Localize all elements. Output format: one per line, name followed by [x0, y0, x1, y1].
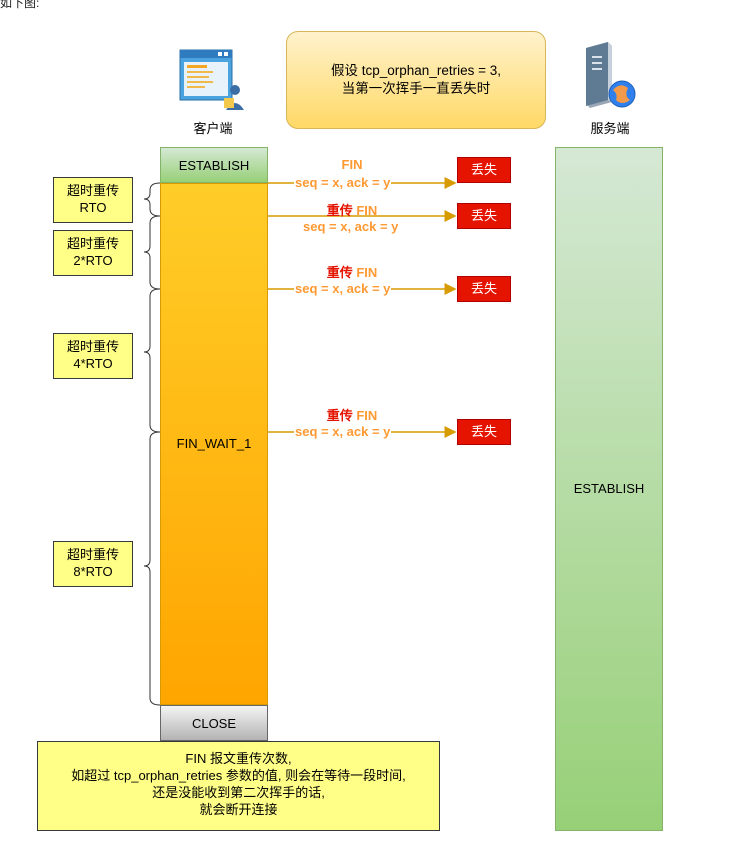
- timeout-label: 超时重传: [66, 547, 119, 562]
- assumption-note-line1: 假设 tcp_orphan_retries = 3,: [331, 63, 501, 78]
- server-label: 服务端: [590, 121, 630, 136]
- timeout-box-4rto: 超时重传 4*RTO: [53, 333, 133, 379]
- message-title-3: 重传 FIN: [272, 262, 432, 281]
- message-prefix: 重传: [326, 203, 357, 218]
- brace-4rto: [143, 288, 161, 433]
- lost-badge-2: 丢失: [457, 203, 511, 229]
- timeout-value: 2*RTO: [73, 253, 113, 268]
- brace-2rto: [143, 215, 161, 290]
- message-title-2: 重传 FIN: [272, 200, 432, 219]
- client-state-establish: ESTABLISH: [160, 147, 268, 183]
- lost-badge-3: 丢失: [457, 276, 511, 302]
- server-establish-label: ESTABLISH: [573, 481, 645, 496]
- message-name: FIN: [341, 157, 363, 172]
- timeout-label: 超时重传: [66, 339, 119, 354]
- message-name: FIN: [356, 203, 378, 218]
- note-line-2: 如超过 tcp_orphan_retries 参数的值, 则会在等待一段时间,: [71, 768, 406, 783]
- brace-rto: [143, 182, 161, 217]
- fin-wait-label: FIN_WAIT_1: [176, 436, 252, 451]
- timeout-value: 8*RTO: [73, 564, 113, 579]
- message-prefix: 重传: [326, 408, 357, 423]
- client-label: 客户端: [193, 121, 233, 136]
- timeout-label: 超时重传: [66, 236, 119, 251]
- timeout-value: RTO: [79, 200, 107, 215]
- message-prefix: 重传: [326, 265, 357, 280]
- client-computer-icon: [178, 46, 248, 110]
- server-state-establish: ESTABLISH: [555, 147, 663, 831]
- note-line-4: 就会断开连接: [199, 802, 278, 817]
- note-line-1: FIN 报文重传次数,: [185, 751, 292, 766]
- lost-badge-4: 丢失: [457, 419, 511, 445]
- timeout-value: 4*RTO: [73, 356, 113, 371]
- page-caption: 如下图:: [0, 0, 40, 10]
- note-line-3: 还是没能收到第二次挥手的话,: [152, 785, 325, 800]
- message-name: FIN: [356, 408, 378, 423]
- timeout-box-rto: 超时重传 RTO: [53, 177, 133, 223]
- message-seq-4: seq = x, ack = y: [294, 424, 392, 439]
- server-icon: [578, 40, 640, 110]
- message-seq-2: seq = x, ack = y: [302, 219, 400, 234]
- message-seq-1: seq = x, ack = y: [294, 175, 392, 190]
- assumption-note-line2: 当第一次挥手一直丢失时: [341, 81, 491, 96]
- lost-badge-1: 丢失: [457, 157, 511, 183]
- timeout-box-2rto: 超时重传 2*RTO: [53, 230, 133, 276]
- timeout-label: 超时重传: [66, 183, 119, 198]
- retry-explanation-note: FIN 报文重传次数, 如超过 tcp_orphan_retries 参数的值,…: [37, 741, 440, 831]
- message-seq-3: seq = x, ack = y: [294, 281, 392, 296]
- client-state-fin-wait: FIN_WAIT_1: [160, 183, 268, 705]
- assumption-note: 假设 tcp_orphan_retries = 3, 当第一次挥手一直丢失时: [286, 31, 546, 129]
- message-title-1: FIN: [272, 157, 432, 172]
- message-title-4: 重传 FIN: [272, 405, 432, 424]
- brace-8rto: [143, 431, 161, 706]
- timeout-box-8rto: 超时重传 8*RTO: [53, 541, 133, 587]
- client-state-close: CLOSE: [160, 705, 268, 741]
- message-name: FIN: [356, 265, 378, 280]
